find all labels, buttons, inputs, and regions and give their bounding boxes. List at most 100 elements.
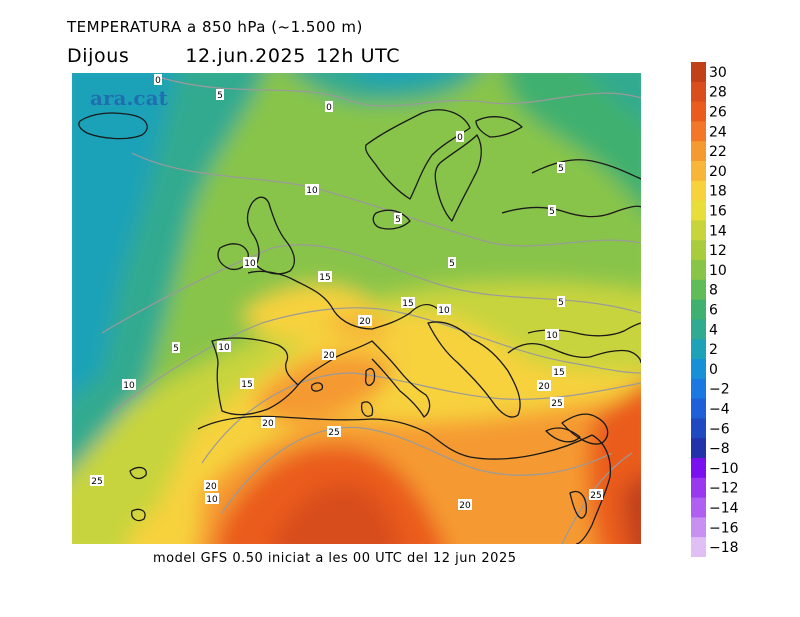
- legend-swatch: [691, 121, 706, 142]
- contour-label-bg: [458, 499, 472, 510]
- legend-swatch: [691, 141, 706, 162]
- isotherm-label: 20: [262, 419, 274, 429]
- isotherm-lines: [101, 77, 641, 544]
- legend-swatch: [691, 279, 706, 301]
- temperature-field: [72, 73, 641, 544]
- isotherm-label: 10: [306, 186, 318, 196]
- forecast-hour: 12h UTC: [315, 45, 401, 67]
- isotherm-label: 25: [328, 428, 339, 438]
- isotherm-label: 10: [546, 331, 558, 341]
- contour-label-bg: [318, 271, 332, 282]
- isotherm-label: 5: [549, 207, 555, 217]
- legend-label: −16: [709, 520, 739, 536]
- watermark-logo: ara.cat: [90, 86, 169, 110]
- legend-swatch: [691, 299, 706, 320]
- contour-label-bg: [456, 131, 464, 142]
- model-info: model GFS 0.50 iniciat a les 00 UTC del …: [153, 551, 517, 566]
- legend-swatch: [691, 319, 706, 340]
- contour-label-bg: [394, 213, 402, 224]
- legend-label: 4: [709, 322, 718, 338]
- contour-label-bg: [122, 379, 136, 390]
- isotherm-label: 5: [217, 91, 223, 101]
- contour-label-bg: [217, 341, 231, 352]
- isotherm-label: 5: [558, 164, 564, 174]
- legend-swatch: [691, 359, 706, 380]
- color-legend: 302826242220181614121086420−2−4−6−8−10−1…: [691, 62, 739, 557]
- legend-swatch: [691, 101, 706, 122]
- isotherm-label: 20: [323, 351, 335, 361]
- isotherm-label: 20: [359, 317, 371, 327]
- contour-label-bg: [589, 489, 603, 500]
- isotherm-label: 0: [326, 103, 332, 113]
- legend-swatch: [691, 240, 706, 261]
- legend-label: 8: [709, 283, 718, 299]
- contour-label-bg: [557, 162, 565, 173]
- contour-label-bg: [437, 304, 451, 315]
- legend-swatch: [691, 378, 706, 400]
- legend-swatch: [691, 398, 706, 419]
- legend-swatch: [691, 62, 706, 83]
- isotherm-label: 15: [402, 299, 413, 309]
- contour-label-bg: [305, 184, 319, 195]
- contour-label-bg: [552, 366, 566, 377]
- contour-label-bg: [205, 493, 219, 504]
- contour-label-bg: [261, 417, 275, 428]
- legend-label: 28: [709, 85, 727, 101]
- map-title: TEMPERATURA a 850 hPa (~1.500 m): [67, 18, 363, 36]
- isotherm-label: 15: [241, 380, 252, 390]
- legend-label: 18: [709, 184, 727, 200]
- legend-label: −2: [709, 382, 730, 398]
- isotherm-label: 10: [206, 495, 218, 505]
- legend-swatch: [691, 517, 706, 538]
- legend-swatch: [691, 200, 706, 221]
- legend-label: −10: [709, 461, 739, 477]
- isotherm-label: 25: [91, 477, 102, 487]
- legend-swatch: [691, 438, 706, 459]
- contour-label-bg: [557, 296, 565, 307]
- contour-label-bg: [154, 74, 162, 85]
- contour-label-bg: [448, 257, 456, 268]
- isotherm-label: 10: [244, 259, 256, 269]
- legend-swatch: [691, 220, 706, 241]
- contour-label-bg: [327, 426, 341, 437]
- legend-swatch: [691, 458, 706, 479]
- isotherm-label: 5: [449, 259, 455, 269]
- isotherm-label: 10: [218, 343, 230, 353]
- contour-label-bg: [325, 101, 333, 112]
- contour-label-bg: [216, 89, 224, 100]
- contour-label-bg: [240, 378, 254, 389]
- isotherm-label: 10: [123, 381, 135, 391]
- contour-label-bg: [548, 205, 556, 216]
- forecast-date: 12.jun.2025: [185, 45, 306, 67]
- isotherm-label: 5: [173, 344, 179, 354]
- isotherm-label: 20: [459, 501, 471, 511]
- legend-label: −14: [709, 501, 739, 517]
- legend-label: 14: [709, 223, 727, 239]
- contour-label-bg: [243, 257, 257, 268]
- legend-swatch: [691, 81, 706, 103]
- legend-swatch: [691, 497, 706, 518]
- isotherm-label: 10: [438, 306, 450, 316]
- legend-label: −6: [709, 421, 730, 437]
- isotherm-label: 25: [551, 399, 562, 409]
- isotherm-label: 0: [155, 76, 161, 86]
- isotherm-label: 0: [457, 133, 463, 143]
- legend-label: 26: [709, 105, 727, 121]
- legend-label: 24: [709, 124, 727, 140]
- isotherm-label: 5: [395, 215, 401, 225]
- legend-label: 2: [709, 342, 718, 358]
- map-subtitle: Dijous 12.jun.2025 12h UTC: [67, 45, 400, 67]
- isotherm-label: 20: [538, 382, 550, 392]
- legend-label: −12: [709, 481, 739, 497]
- legend-swatch: [691, 180, 706, 202]
- forecast-day: Dijous: [67, 45, 130, 67]
- contour-label-bg: [550, 397, 564, 408]
- legend-label: 0: [709, 362, 718, 378]
- legend-swatch: [691, 537, 706, 557]
- legend-label: −8: [709, 441, 730, 457]
- legend-label: 6: [709, 303, 718, 319]
- coastlines: [78, 109, 641, 544]
- isotherm-label: 20: [205, 482, 217, 492]
